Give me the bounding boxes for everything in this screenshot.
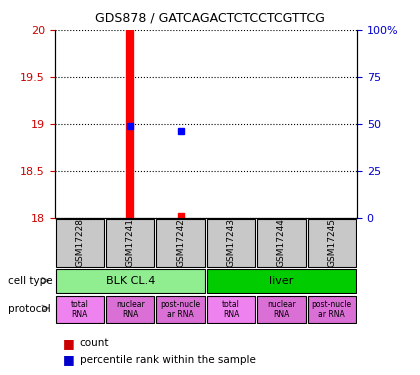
FancyBboxPatch shape [307, 219, 356, 267]
Text: ■: ■ [63, 337, 75, 350]
Text: cell type: cell type [8, 276, 53, 286]
FancyBboxPatch shape [207, 219, 255, 267]
Text: post-nucle
ar RNA: post-nucle ar RNA [160, 300, 201, 319]
FancyBboxPatch shape [307, 296, 356, 323]
Text: protocol: protocol [8, 304, 51, 314]
Text: GSM17228: GSM17228 [75, 218, 84, 267]
FancyBboxPatch shape [156, 219, 205, 267]
Text: percentile rank within the sample: percentile rank within the sample [80, 355, 256, 365]
FancyBboxPatch shape [55, 219, 104, 267]
Text: GSM17241: GSM17241 [126, 218, 135, 267]
Text: GDS878 / GATCAGACTCTCCTCGTTCG: GDS878 / GATCAGACTCTCCTCGTTCG [95, 11, 325, 24]
Text: total
RNA: total RNA [71, 300, 89, 319]
Text: ■: ■ [63, 354, 75, 366]
FancyBboxPatch shape [55, 269, 205, 293]
Text: total
RNA: total RNA [222, 300, 240, 319]
FancyBboxPatch shape [207, 269, 356, 293]
Text: nuclear
RNA: nuclear RNA [116, 300, 144, 319]
Text: nuclear
RNA: nuclear RNA [267, 300, 296, 319]
Text: post-nucle
ar RNA: post-nucle ar RNA [312, 300, 352, 319]
Text: count: count [80, 338, 109, 348]
FancyBboxPatch shape [156, 296, 205, 323]
Text: liver: liver [269, 276, 294, 286]
FancyBboxPatch shape [106, 296, 155, 323]
Text: GSM17243: GSM17243 [226, 218, 236, 267]
FancyBboxPatch shape [55, 296, 104, 323]
Text: GSM17242: GSM17242 [176, 218, 185, 267]
FancyBboxPatch shape [257, 296, 306, 323]
FancyBboxPatch shape [257, 219, 306, 267]
FancyBboxPatch shape [106, 219, 155, 267]
FancyBboxPatch shape [207, 296, 255, 323]
Text: GSM17245: GSM17245 [327, 218, 336, 267]
Text: BLK CL.4: BLK CL.4 [105, 276, 155, 286]
Text: GSM17244: GSM17244 [277, 218, 286, 267]
